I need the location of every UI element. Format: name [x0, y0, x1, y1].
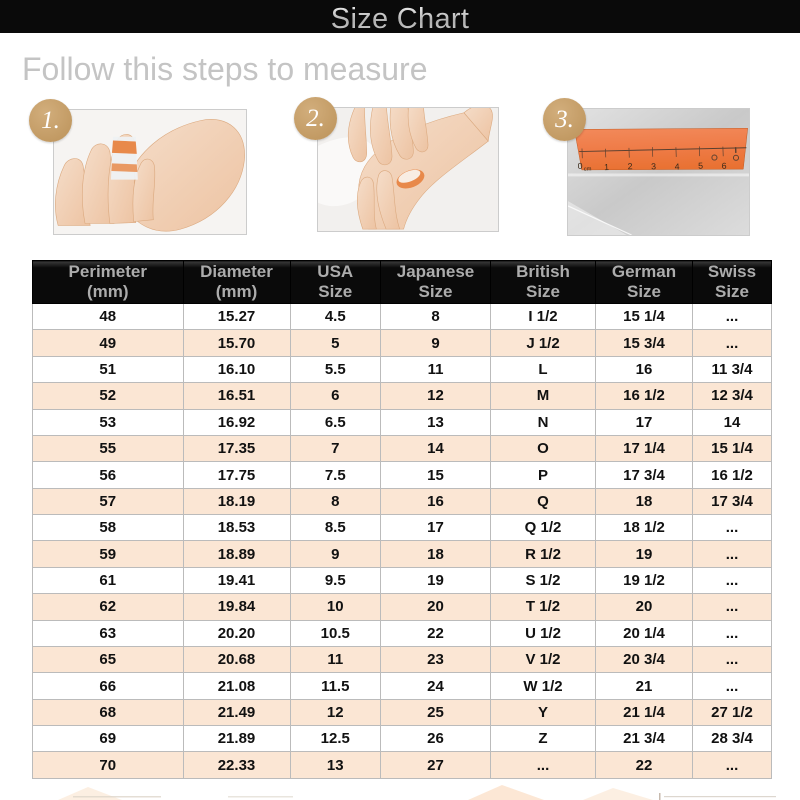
svg-text:2: 2 — [627, 161, 632, 171]
svg-text:1: 1 — [603, 162, 608, 172]
svg-text:cm: cm — [583, 167, 591, 173]
svg-text:6: 6 — [721, 161, 726, 171]
svg-text:5: 5 — [697, 161, 702, 171]
svg-text:3: 3 — [650, 161, 655, 171]
svg-text:0: 0 — [577, 161, 582, 171]
svg-text:4: 4 — [674, 161, 679, 171]
